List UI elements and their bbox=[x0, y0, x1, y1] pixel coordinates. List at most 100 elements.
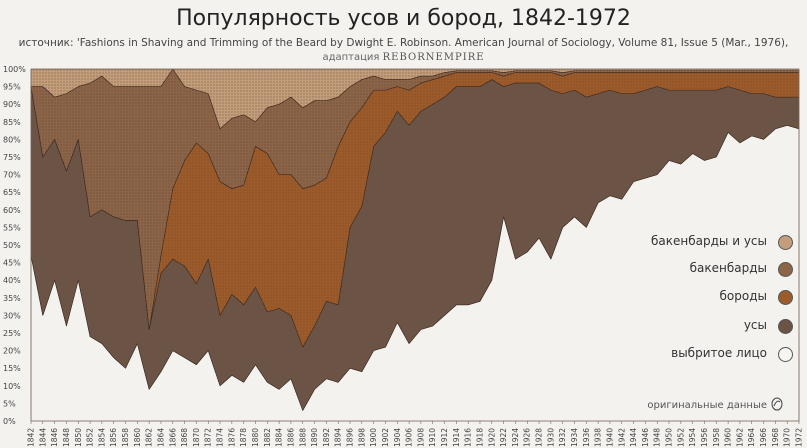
x-tick-label: 1942 bbox=[617, 428, 626, 447]
x-tick-label: 1876 bbox=[227, 428, 236, 447]
x-tick-label: 1912 bbox=[440, 428, 449, 447]
x-tick-label: 1952 bbox=[676, 428, 685, 447]
x-tick-label: 1920 bbox=[487, 428, 496, 447]
x-tick-label: 1938 bbox=[594, 428, 603, 447]
legend-label-beard: бороды bbox=[719, 289, 767, 303]
chart-title: Популярность усов и бород, 1842-1972 bbox=[176, 6, 631, 31]
x-tick-label: 1860 bbox=[133, 428, 142, 447]
x-tick-label: 1888 bbox=[298, 428, 307, 447]
x-tick-label: 1968 bbox=[771, 428, 780, 447]
x-tick-label: 1898 bbox=[357, 428, 366, 447]
plot-frame bbox=[30, 68, 800, 422]
x-tick-label: 1944 bbox=[629, 428, 638, 447]
x-tick-label: 1940 bbox=[605, 428, 614, 447]
x-tick-label: 1926 bbox=[523, 428, 532, 447]
credit-prefix: адаптация bbox=[322, 52, 380, 63]
x-tick-label: 1882 bbox=[263, 428, 272, 447]
x-tick-label: 1894 bbox=[334, 428, 343, 447]
x-tick-label: 1842 bbox=[27, 428, 36, 447]
y-tick-label: 65% bbox=[3, 188, 21, 197]
x-tick-label: 1864 bbox=[156, 428, 165, 447]
x-tick-label: 1910 bbox=[428, 428, 437, 447]
y-tick-label: 90% bbox=[3, 100, 21, 109]
x-tick-label: 1914 bbox=[452, 428, 461, 447]
y-tick-label: 55% bbox=[3, 223, 21, 232]
x-tick-label: 1924 bbox=[511, 428, 520, 447]
y-tick-label: 25% bbox=[3, 329, 21, 338]
x-tick-label: 1854 bbox=[97, 428, 106, 447]
x-tick-label: 1958 bbox=[712, 428, 721, 447]
x-tick-label: 1870 bbox=[192, 428, 201, 447]
legend-label-clean: выбритое лицо bbox=[671, 346, 767, 360]
x-tick-label: 1902 bbox=[381, 428, 390, 447]
y-tick-label: 30% bbox=[3, 311, 21, 320]
legend-swatch-sideburns bbox=[778, 262, 793, 277]
y-tick-label: 60% bbox=[3, 206, 21, 215]
x-tick-label: 1936 bbox=[582, 428, 591, 447]
x-tick-label: 1916 bbox=[464, 428, 473, 447]
y-axis: 0% 5% 10% 15% 20% 25% 30% 35% 40% 45% 50% 55% 60% 65%… bbox=[3, 65, 26, 426]
y-tick-label: 40% bbox=[3, 276, 21, 285]
x-tick-label: 1890 bbox=[310, 428, 319, 447]
legend-label-mustache: усы bbox=[743, 318, 767, 332]
y-tick-label: 5% bbox=[3, 399, 16, 408]
x-tick-label: 1972 bbox=[795, 428, 804, 447]
y-tick-label: 70% bbox=[3, 171, 21, 180]
source-logo-icon bbox=[771, 397, 783, 411]
legend-swatch-sidewhiskers_mustache bbox=[778, 235, 793, 250]
y-tick-label: 45% bbox=[3, 259, 21, 268]
x-tick-label: 1900 bbox=[369, 428, 378, 447]
y-tick-label: 85% bbox=[3, 118, 21, 127]
x-tick-label: 1922 bbox=[499, 428, 508, 447]
y-tick-label: 75% bbox=[3, 153, 21, 162]
x-tick-label: 1862 bbox=[145, 428, 154, 447]
y-tick-label: 10% bbox=[3, 382, 21, 391]
x-tick-label: 1964 bbox=[747, 428, 756, 447]
x-tick-label: 1850 bbox=[74, 428, 83, 447]
x-tick-label: 1962 bbox=[735, 428, 744, 447]
x-tick-label: 1954 bbox=[688, 428, 697, 447]
x-tick-label: 1918 bbox=[475, 428, 484, 447]
x-tick-label: 1852 bbox=[86, 428, 95, 447]
chart-subtitle: источник: 'Fashions in Shaving and Trimm… bbox=[18, 37, 789, 49]
x-tick-label: 1880 bbox=[251, 428, 260, 447]
x-tick-label: 1856 bbox=[109, 428, 118, 447]
legend-swatch-clean bbox=[778, 347, 793, 362]
x-tick-label: 1966 bbox=[759, 428, 768, 447]
y-tick-label: 15% bbox=[3, 364, 21, 373]
x-tick-label: 1886 bbox=[286, 428, 295, 447]
y-tick-label: 100% bbox=[3, 65, 26, 74]
x-tick-label: 1970 bbox=[783, 428, 792, 447]
legend-swatch-mustache bbox=[778, 319, 793, 334]
y-tick-label: 95% bbox=[3, 83, 21, 92]
x-tick-label: 1896 bbox=[346, 428, 355, 447]
x-tick-label: 1948 bbox=[653, 428, 662, 447]
x-tick-label: 1858 bbox=[121, 428, 130, 447]
x-tick-label: 1872 bbox=[204, 428, 213, 447]
x-tick-label: 1928 bbox=[535, 428, 544, 447]
x-tick-label: 1884 bbox=[275, 428, 284, 447]
x-tick-label: 1932 bbox=[558, 428, 567, 447]
legend-label-sidewhiskers_mustache: бакенбарды и усы bbox=[651, 234, 767, 248]
credit-brand: REBORNEMPIRE bbox=[382, 52, 485, 63]
x-tick-label: 1874 bbox=[216, 428, 225, 447]
x-tick-label: 1930 bbox=[546, 428, 555, 447]
y-tick-label: 35% bbox=[3, 294, 21, 303]
x-tick-label: 1866 bbox=[168, 428, 177, 447]
y-tick-label: 0% bbox=[3, 417, 16, 426]
footer-note: оригинальные данные bbox=[647, 400, 767, 411]
y-tick-label: 20% bbox=[3, 347, 21, 356]
x-tick-label: 1908 bbox=[416, 428, 425, 447]
y-tick-label: 80% bbox=[3, 135, 21, 144]
x-tick-label: 1844 bbox=[38, 428, 47, 447]
x-tick-label: 1846 bbox=[50, 428, 59, 447]
chart-credit: адаптация REBORNEMPIRE bbox=[0, 52, 807, 63]
x-tick-label: 1906 bbox=[405, 428, 414, 447]
y-tick-label: 50% bbox=[3, 241, 21, 250]
x-tick-label: 1956 bbox=[700, 428, 709, 447]
x-axis: 1842 1844 1846 1848 1850 1852 1854 1856 1858 1860… bbox=[27, 421, 804, 447]
x-tick-label: 1868 bbox=[180, 428, 189, 447]
x-tick-label: 1934 bbox=[570, 428, 579, 447]
x-tick-label: 1892 bbox=[322, 428, 331, 447]
